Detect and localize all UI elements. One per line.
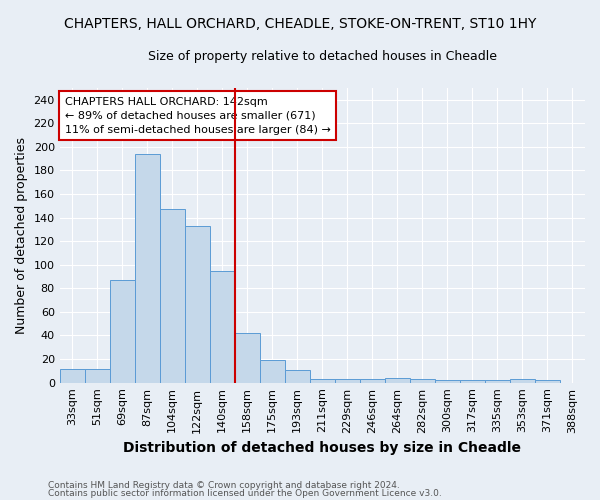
Text: Contains HM Land Registry data © Crown copyright and database right 2024.: Contains HM Land Registry data © Crown c… <box>48 480 400 490</box>
Bar <box>135 154 160 382</box>
Bar <box>59 368 85 382</box>
X-axis label: Distribution of detached houses by size in Cheadle: Distribution of detached houses by size … <box>124 441 521 455</box>
Bar <box>285 370 310 382</box>
Bar <box>310 379 335 382</box>
Bar <box>110 280 135 382</box>
Bar <box>510 379 535 382</box>
Title: Size of property relative to detached houses in Cheadle: Size of property relative to detached ho… <box>148 50 497 63</box>
Bar <box>435 380 460 382</box>
Bar <box>535 380 560 382</box>
Bar <box>335 379 360 382</box>
Bar <box>160 210 185 382</box>
Bar <box>260 360 285 382</box>
Bar <box>410 379 435 382</box>
Bar <box>185 226 210 382</box>
Text: Contains public sector information licensed under the Open Government Licence v3: Contains public sector information licen… <box>48 489 442 498</box>
Bar <box>385 378 410 382</box>
Bar <box>210 270 235 382</box>
Text: CHAPTERS, HALL ORCHARD, CHEADLE, STOKE-ON-TRENT, ST10 1HY: CHAPTERS, HALL ORCHARD, CHEADLE, STOKE-O… <box>64 18 536 32</box>
Bar <box>360 379 385 382</box>
Text: CHAPTERS HALL ORCHARD: 142sqm
← 89% of detached houses are smaller (671)
11% of : CHAPTERS HALL ORCHARD: 142sqm ← 89% of d… <box>65 96 331 134</box>
Bar <box>85 368 110 382</box>
Y-axis label: Number of detached properties: Number of detached properties <box>15 136 28 334</box>
Bar <box>235 333 260 382</box>
Bar <box>460 380 485 382</box>
Bar <box>485 380 510 382</box>
